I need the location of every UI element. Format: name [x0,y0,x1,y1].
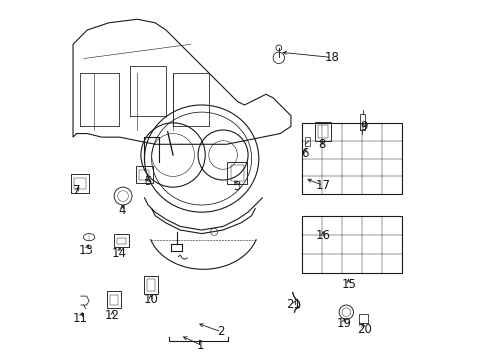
Text: 6: 6 [301,147,308,160]
Text: 18: 18 [324,51,339,64]
Text: 11: 11 [73,312,87,325]
Text: 15: 15 [341,278,356,291]
Text: 3: 3 [233,180,241,193]
Text: 5: 5 [143,175,151,188]
Text: 21: 21 [285,298,301,311]
Text: 4: 4 [118,204,126,217]
Text: 16: 16 [315,229,330,242]
Text: 1: 1 [197,338,204,351]
Text: 10: 10 [143,293,158,306]
Text: 19: 19 [336,317,350,330]
Text: 14: 14 [112,247,127,260]
Text: 20: 20 [356,323,371,336]
Text: 13: 13 [79,244,94,257]
Text: 2: 2 [217,325,224,338]
Text: 7: 7 [73,184,80,197]
Text: 8: 8 [318,138,325,151]
Text: 17: 17 [315,179,330,192]
Text: 12: 12 [104,309,120,322]
Text: 9: 9 [360,120,367,133]
